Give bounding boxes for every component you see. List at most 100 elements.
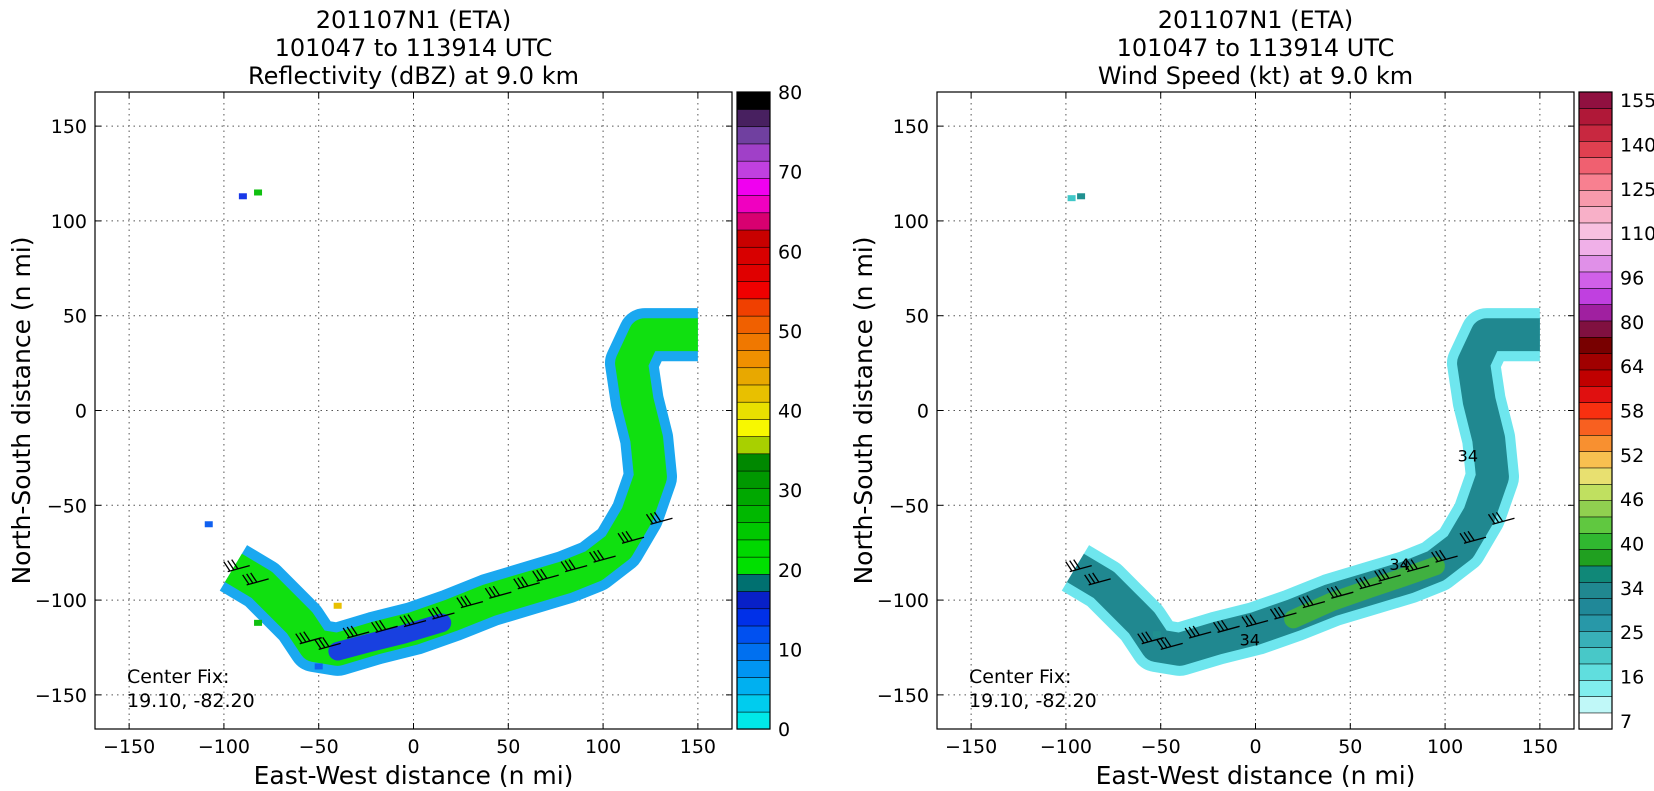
- colorbar-tick-label: 50: [778, 321, 802, 343]
- wind-barb: [645, 511, 673, 525]
- echo-core: [1284, 556, 1445, 629]
- wind-barb: [399, 614, 427, 628]
- wind-barb: [1084, 572, 1111, 586]
- contour-label: 34: [1389, 555, 1409, 574]
- colorbar-segment: [736, 522, 771, 541]
- y-tick-label: −150: [877, 685, 929, 707]
- colorbar-segment: [1578, 663, 1613, 681]
- colorbar-tick-label: 60: [778, 241, 802, 263]
- colorbar-segment: [1578, 581, 1613, 599]
- colorbar-tick-label: 7: [1620, 711, 1632, 733]
- colorbar-segment: [1578, 467, 1613, 485]
- wind-barb: [1241, 614, 1269, 628]
- colorbar-tick-label: 10: [778, 639, 802, 661]
- colorbar-segment: [1578, 222, 1613, 240]
- y-tick-label: 150: [893, 116, 929, 138]
- wind-barb: [1326, 585, 1354, 599]
- center-fix-annotation: Center Fix:: [127, 666, 229, 688]
- wind-barb: [223, 559, 250, 573]
- colorbar-segment: [736, 91, 771, 110]
- colorbar-tick-label: 0: [778, 719, 790, 741]
- colorbar-segment: [736, 418, 771, 437]
- colorbar-segment: [736, 332, 771, 351]
- y-tick-label: −150: [35, 685, 87, 707]
- colorbar-tick-label: 46: [1620, 489, 1644, 511]
- colorbar-segment: [1578, 173, 1613, 191]
- x-tick-label: 150: [680, 736, 716, 758]
- wind-barb: [1402, 559, 1430, 573]
- colorbar-tick-label: 52: [1620, 445, 1644, 467]
- colorbar-tick-label: 20: [778, 560, 802, 582]
- wind-barb: [1269, 606, 1297, 620]
- colorbar-segment: [1578, 304, 1613, 322]
- colorbar-segment: [736, 504, 771, 524]
- y-axis-label: North-South distance (n mi): [7, 236, 36, 584]
- colorbar-segment: [736, 367, 771, 386]
- colorbar-segment: [1578, 630, 1613, 648]
- colorbar-tick-label: 34: [1620, 578, 1644, 600]
- field-layer: [204, 189, 698, 676]
- y-tick-label: −50: [889, 495, 929, 517]
- wind-barb: [342, 625, 370, 639]
- colorbar-segment: [1578, 679, 1613, 697]
- wind-barb: [1355, 576, 1382, 590]
- colorbar-segment: [736, 659, 771, 678]
- colorbar-tick-label: 64: [1620, 356, 1644, 378]
- y-tick-label: 50: [63, 306, 87, 328]
- chart-panel-1: 201107N1 (ETA)101047 to 113914 UTCReflec…: [7, 6, 802, 790]
- colorbar-segment: [1578, 712, 1613, 730]
- wind-barb: [617, 530, 645, 544]
- colorbar-segment: [1578, 451, 1613, 469]
- colorbar-segment: [736, 263, 771, 282]
- wind-barb: [1156, 637, 1183, 651]
- y-tick-label: −100: [877, 590, 929, 612]
- colorbar-segment: [1578, 189, 1613, 207]
- colorbar-tick-label: 96: [1620, 268, 1644, 290]
- wind-barb: [371, 619, 398, 633]
- colorbar-tick-label: 16: [1620, 667, 1644, 689]
- x-tick-label: 150: [1522, 736, 1558, 758]
- x-tick-label: −50: [299, 736, 339, 758]
- wind-barb: [1374, 568, 1401, 582]
- x-tick-label: −150: [945, 736, 997, 758]
- colorbar-segment: [736, 126, 771, 145]
- colorbar-segment: [736, 143, 771, 162]
- wind-barb: [532, 568, 559, 582]
- colorbar-segment: [736, 108, 771, 128]
- wind-barb: [1431, 549, 1458, 563]
- colorbar-segment: [736, 384, 771, 403]
- colorbar-segment: [736, 160, 771, 179]
- colorbar-segment: [1578, 483, 1613, 501]
- wind-barb: [1298, 595, 1326, 609]
- colorbar-segment: [1578, 206, 1613, 224]
- colorbar-segment: [1578, 369, 1613, 387]
- wind-barb: [314, 637, 341, 651]
- colorbar-segment: [1578, 271, 1613, 289]
- colorbar-segment: [1578, 434, 1613, 452]
- colorbar-segment: [1578, 353, 1613, 371]
- y-tick-label: 100: [893, 211, 929, 233]
- colorbar-tick-label: 70: [778, 162, 802, 184]
- colorbar-segment: [1578, 418, 1613, 436]
- colorbar-segment: [736, 315, 771, 334]
- wind-barb: [456, 595, 484, 609]
- x-tick-label: −100: [198, 736, 250, 758]
- colorbar-segment: [736, 642, 771, 661]
- colorbar-segment: [1578, 385, 1613, 403]
- colorbar-segment: [736, 194, 771, 214]
- colorbar-segment: [1578, 516, 1613, 534]
- wind-barb: [295, 631, 322, 645]
- colorbar-segment: [1578, 157, 1613, 175]
- field-layer: 34 34 34: [1061, 193, 1540, 676]
- colorbar-tick-label: 125: [1620, 179, 1654, 201]
- colorbar-segment: [736, 246, 771, 265]
- x-tick-label: 100: [1427, 736, 1463, 758]
- wind-barb: [242, 572, 269, 586]
- colorbar-tick-label: 30: [778, 480, 802, 502]
- x-tick-label: −100: [1040, 736, 1092, 758]
- y-tick-label: 100: [51, 211, 87, 233]
- echo-speck: [254, 189, 263, 196]
- echo-speck: [254, 619, 263, 626]
